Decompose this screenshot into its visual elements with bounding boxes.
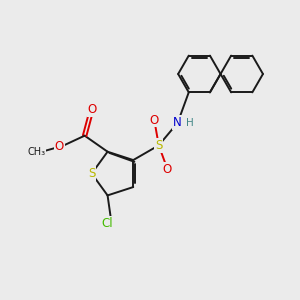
Text: S: S bbox=[155, 139, 162, 152]
Text: CH₃: CH₃ bbox=[27, 147, 45, 157]
Text: N: N bbox=[173, 116, 182, 129]
Text: O: O bbox=[163, 163, 172, 176]
Text: H: H bbox=[186, 118, 194, 128]
Text: O: O bbox=[88, 103, 97, 116]
Text: Cl: Cl bbox=[102, 217, 113, 230]
Text: O: O bbox=[149, 113, 158, 127]
Text: O: O bbox=[55, 140, 64, 153]
Text: S: S bbox=[88, 167, 95, 180]
